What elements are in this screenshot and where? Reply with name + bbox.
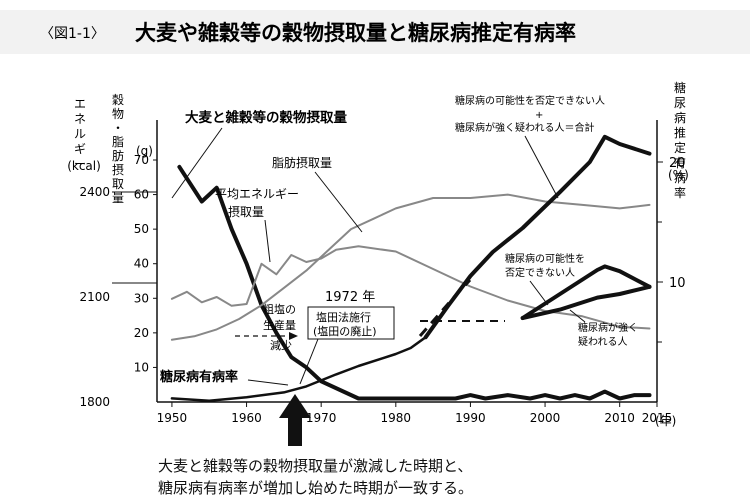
series-line-0 — [177, 164, 652, 401]
prevalence-label-char: 糖 — [674, 80, 686, 95]
label-possible-1: 糖尿病の可能性を — [505, 252, 585, 265]
prevalence-label-char: 有 — [674, 156, 686, 170]
label-energy-1: 平均エネルギー — [215, 187, 299, 201]
leader-grain — [171, 127, 223, 199]
energy-tick-label-2400: 2400 — [79, 185, 110, 199]
series-line-3 — [170, 335, 427, 403]
prevalence-tick-label-10: 10 — [669, 276, 686, 291]
label-strong-2: 疑われる人 — [578, 336, 628, 348]
energy-axis-label: エネルギー(kcal) — [67, 97, 101, 173]
x-axis-unit: (年) — [655, 414, 676, 428]
leader-energy — [264, 219, 271, 263]
label-total-3: 糖尿病が強く疑われる人＝合計 — [455, 121, 595, 134]
prevalence-label-char: 病 — [674, 170, 686, 185]
label-possible-2: 否定できない人 — [505, 266, 575, 279]
grain-label-char: 量 — [112, 191, 124, 205]
grain-label-char: 摂 — [112, 162, 124, 177]
energy-label-char: エ — [74, 97, 86, 111]
grain-label-char: 肪 — [112, 148, 124, 163]
energy-tick-label-1800: 1800 — [79, 395, 110, 409]
prevalence-tick-label-20: 20 — [669, 156, 686, 171]
energy-label-char: ル — [74, 127, 86, 141]
label-law-1: 塩田法施行 — [316, 310, 371, 324]
energy-label-char: ー — [74, 157, 86, 171]
label-total-1: 糖尿病の可能性を否定できない人 — [455, 94, 605, 107]
grain-tick-label-30: 30 — [134, 291, 149, 305]
prevalence-label-char: 病 — [674, 110, 686, 125]
label-1972: 1972 年 — [325, 290, 375, 305]
grain-axis-unit: (g) — [136, 144, 153, 158]
title-band — [0, 10, 750, 54]
prevalence-label-char: 定 — [674, 140, 686, 155]
leader-strong — [569, 309, 586, 323]
series-line-1 — [170, 245, 651, 330]
x-tick-label-1970: 1970 — [306, 411, 337, 425]
leader-total — [524, 135, 559, 199]
x-tick-label-2000: 2000 — [530, 411, 561, 425]
prevalence-axis-label: 糖尿病推定有病率 — [674, 80, 686, 200]
x-tick-label-1980: 1980 — [381, 411, 412, 425]
x-tick-label-1950: 1950 — [157, 411, 188, 425]
label-fat: 脂肪摂取量 — [272, 155, 332, 170]
law-box — [307, 306, 395, 340]
x-tick-label-2010: 2010 — [604, 411, 635, 425]
prevalence-dashed-gap — [418, 278, 472, 337]
label-law-2: (塩田の廃止) — [313, 324, 377, 338]
emphasis-arrow-icon — [279, 394, 311, 446]
grain-tick-label-50: 50 — [134, 222, 149, 236]
label-grain: 大麦と雑穀等の穀物摂取量 — [185, 109, 347, 126]
label-salt-1: 粗塩の — [263, 302, 296, 316]
grain-label-char: 穀 — [112, 93, 124, 107]
leader-possible — [529, 280, 549, 306]
label-prevalence: 糖尿病有病率 — [160, 369, 238, 385]
grain-label-char: 脂 — [112, 134, 124, 149]
label-salt-2: 生産量 — [263, 318, 296, 332]
leader-prevalence — [247, 379, 289, 386]
salt-arrow-head — [289, 332, 298, 340]
label-total-2: + — [535, 110, 543, 121]
prevalence-label-char: 率 — [674, 185, 686, 200]
figure-title: 大麦や雑穀等の穀物摂取量と糖尿病推定有病率 — [135, 21, 576, 45]
leader-law — [299, 338, 319, 385]
energy-tick-label-2100: 2100 — [79, 290, 110, 304]
grain-tick-label-60: 60 — [134, 188, 149, 202]
prevalence-label-char: 尿 — [674, 96, 686, 110]
series-line-6 — [520, 284, 652, 320]
x-tick-label-1990: 1990 — [455, 411, 486, 425]
grain-tick-label-40: 40 — [134, 257, 149, 271]
grain-label-char: ・ — [112, 121, 124, 135]
label-salt-3: 減少 — [270, 338, 292, 352]
figure-label: 〈図1-1〉 — [40, 26, 105, 42]
energy-label-char: ネ — [74, 112, 86, 126]
grain-label-char: 取 — [112, 177, 124, 191]
prevalence-axis-unit: (%) — [668, 168, 689, 182]
grain-tick-label-70: 70 — [134, 153, 149, 167]
x-tick-label-2015: 2015 — [642, 411, 673, 425]
leader-fat — [314, 171, 363, 233]
prevalence-label-char: 推 — [674, 126, 686, 140]
caption-line-1: 大麦と雑穀等の穀物摂取量が激減した時期と、 — [158, 457, 473, 475]
x-tick-label-1960: 1960 — [231, 411, 262, 425]
grain-label-char: 物 — [112, 107, 124, 121]
grain-fat-axis-label: 穀物・脂肪摂取量 — [112, 93, 124, 205]
series-line-5 — [520, 264, 652, 320]
label-energy-2: 摂取量 — [228, 204, 264, 219]
grain-tick-label-20: 20 — [134, 326, 149, 340]
label-strong-1: 糖尿病が強く — [578, 321, 638, 334]
caption-line-2: 糖尿病有病率が増加し始めた時期が一致する。 — [158, 479, 474, 497]
grain-tick-label-10: 10 — [134, 360, 149, 374]
energy-unit: (kcal) — [67, 159, 101, 173]
energy-label-char: ギ — [74, 142, 86, 156]
